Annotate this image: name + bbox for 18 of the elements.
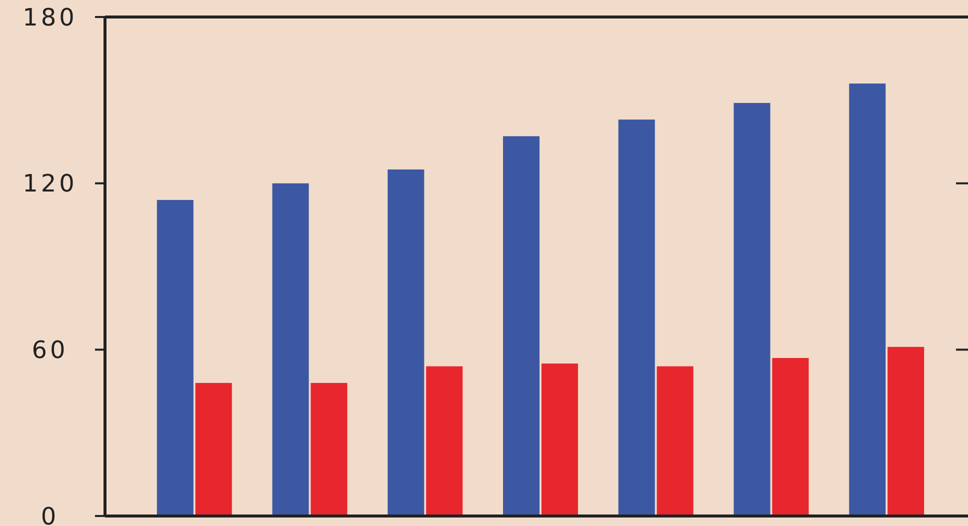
bar xyxy=(310,382,348,516)
bar xyxy=(272,183,309,516)
y-tick-label: 60 xyxy=(32,336,68,364)
bar xyxy=(618,120,655,516)
bar xyxy=(426,366,463,516)
bar xyxy=(772,358,809,516)
bar xyxy=(156,200,194,516)
y-tick-label: 120 xyxy=(22,170,78,198)
y-tick-label: 0 xyxy=(40,502,60,526)
bar xyxy=(888,346,924,516)
bar xyxy=(849,84,886,516)
bar xyxy=(388,169,424,516)
bar xyxy=(656,366,694,516)
bar xyxy=(195,382,232,516)
bar xyxy=(734,102,770,516)
y-tick-label: 180 xyxy=(22,3,78,32)
bar xyxy=(541,364,578,516)
bar xyxy=(503,136,540,516)
